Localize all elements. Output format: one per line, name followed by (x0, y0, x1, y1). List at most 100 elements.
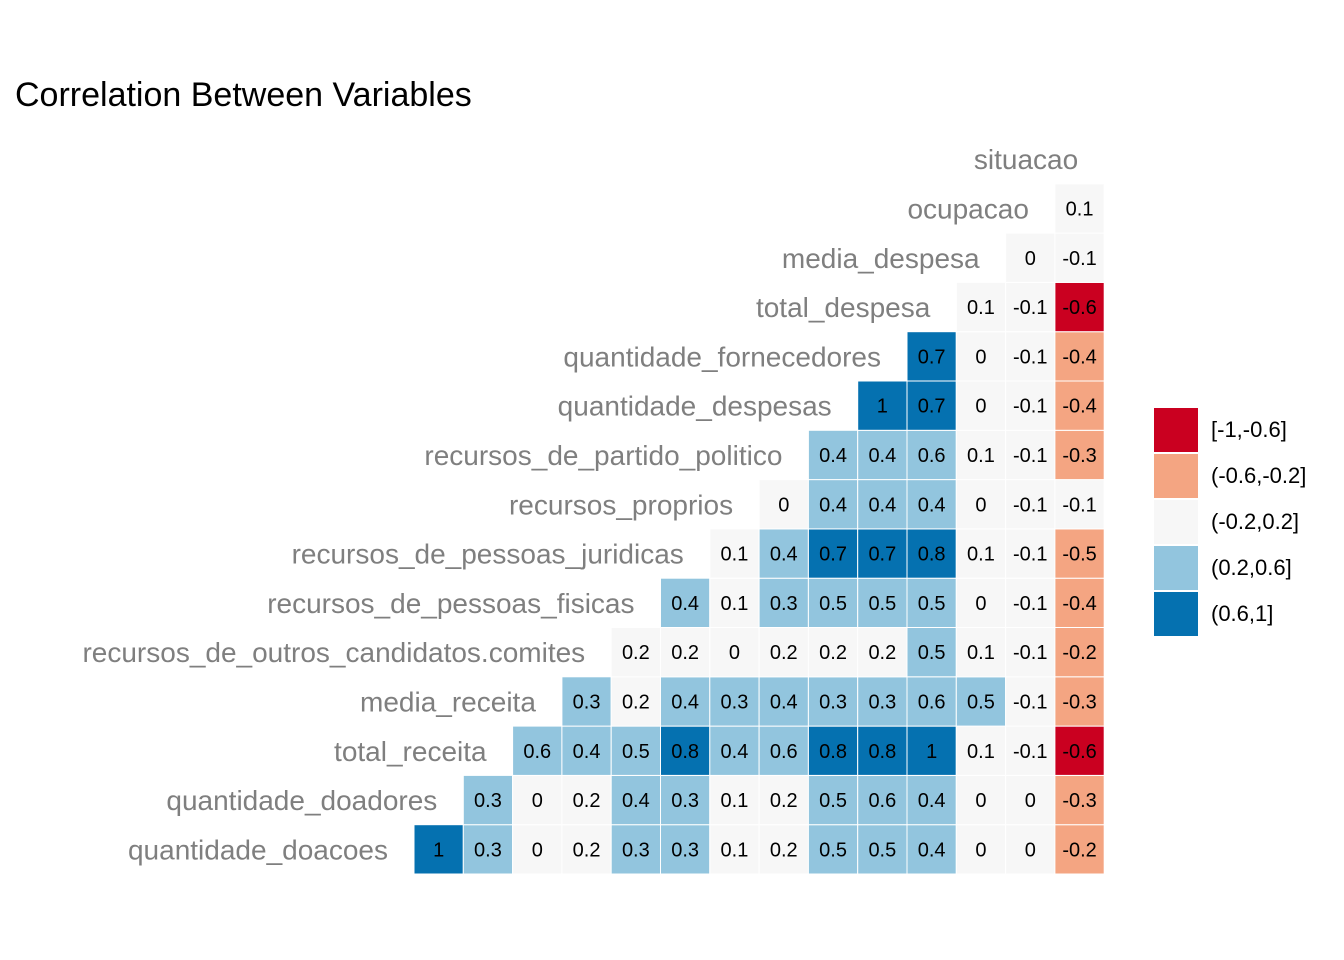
heatmap-cell (561, 774, 612, 826)
cell-value-label: 0.8 (918, 544, 946, 566)
cell-value-label: 0 (532, 839, 543, 861)
heatmap-cell (906, 577, 957, 629)
cell-value-label: 0.5 (918, 642, 946, 664)
heatmap-cell (857, 725, 908, 776)
cell-value-label: 0.4 (671, 691, 699, 713)
legend-label: (-0.6,-0.2] (1211, 463, 1307, 488)
cell-value-label: 0.3 (721, 691, 749, 713)
heatmap-cell (1054, 725, 1105, 776)
cell-value-label: 0 (1025, 839, 1036, 861)
heatmap-cell (1054, 577, 1105, 629)
heatmap-cell (807, 429, 859, 481)
heatmap-cell (1054, 627, 1105, 678)
heatmap-cell (660, 725, 711, 776)
cell-value-label: -0.1 (1013, 544, 1047, 566)
cell-value-label: 0.2 (819, 642, 847, 664)
heatmap-cell (610, 824, 662, 875)
cell-value-label: 0.4 (573, 741, 601, 763)
heatmap-cell (1005, 232, 1056, 283)
cell-value-label: 0.1 (967, 445, 995, 467)
cell-value-label: -0.1 (1013, 642, 1047, 664)
legend-swatch (1153, 591, 1199, 637)
heatmap-cell (512, 824, 563, 875)
cell-value-label: -0.2 (1062, 642, 1096, 664)
heatmap-cell (561, 824, 612, 875)
cell-value-label: 0.5 (819, 790, 847, 812)
heatmap-cell (906, 824, 957, 875)
legend-item: (0.6,1] (1153, 591, 1306, 637)
cell-value-label: 0.8 (671, 741, 699, 763)
cell-value-label: 0 (975, 839, 986, 861)
cell-value-label: 0.5 (868, 593, 896, 615)
heatmap-cell (807, 774, 859, 826)
cell-value-label: 0.1 (721, 544, 749, 566)
row-label: recursos_de_pessoas_fisicas (267, 588, 634, 619)
heatmap-cell (1054, 183, 1105, 234)
heatmap-cell (1005, 824, 1056, 875)
heatmap-cell (1054, 331, 1105, 382)
heatmap-cell (758, 725, 809, 776)
heatmap-cell (955, 676, 1007, 727)
heatmap-cell (758, 627, 809, 678)
cell-value-label: 0.1 (967, 642, 995, 664)
heatmap-cell (758, 577, 809, 629)
cell-value-label: 0.5 (819, 839, 847, 861)
legend-swatch (1153, 545, 1199, 591)
cell-value-label: 0.5 (967, 691, 995, 713)
cell-value-label: -0.1 (1013, 593, 1047, 615)
cell-value-label: 0.1 (967, 297, 995, 319)
cell-value-label: 0.4 (622, 790, 650, 812)
cell-value-label: 0.3 (671, 790, 699, 812)
heatmap-cell (1005, 429, 1056, 481)
heatmap-cell (955, 479, 1007, 530)
legend-swatch (1153, 499, 1199, 545)
cell-value-label: 1 (433, 839, 444, 861)
cell-value-label: 0.5 (622, 741, 650, 763)
row-label: media_despesa (782, 243, 980, 274)
heatmap-cell (807, 824, 859, 875)
cell-value-label: -0.2 (1062, 839, 1096, 861)
cell-value-label: 0.2 (622, 691, 650, 713)
heatmap-cell (709, 676, 760, 727)
cell-value-label: -0.6 (1062, 741, 1096, 763)
cell-value-label: 0.1 (1066, 198, 1094, 220)
cell-value-label: 0.3 (622, 839, 650, 861)
legend-item: (0.2,0.6] (1153, 545, 1306, 591)
row-label: total_receita (334, 736, 487, 767)
cell-value-label: 0 (975, 494, 986, 516)
row-label: media_receita (360, 686, 536, 717)
cell-value-label: 0.7 (918, 396, 946, 418)
cell-value-label: 0.6 (523, 741, 551, 763)
heatmap-cell (955, 725, 1007, 776)
row-label: quantidade_despesas (558, 391, 832, 422)
cell-value-label: 0.2 (573, 839, 601, 861)
cell-value-label: 0.5 (868, 839, 896, 861)
cell-value-label: 0 (975, 790, 986, 812)
heatmap-cell (1054, 676, 1105, 727)
cell-value-label: 0.2 (573, 790, 601, 812)
cell-value-label: 0.3 (819, 691, 847, 713)
row-label: situacao (974, 144, 1078, 175)
cell-value-label: -0.4 (1062, 593, 1096, 615)
heatmap-cell (1054, 281, 1105, 333)
cell-value-label: 0.4 (770, 691, 798, 713)
cell-value-label: 0.8 (868, 741, 896, 763)
heatmap-cell (906, 774, 957, 826)
heatmap-cell (610, 627, 662, 678)
heatmap-cell (1054, 528, 1105, 579)
cell-value-label: -0.1 (1013, 445, 1047, 467)
heatmap-cell (857, 380, 908, 431)
heatmap-cell (807, 479, 859, 530)
cell-value-label: 0.4 (671, 593, 699, 615)
heatmap-cell (610, 774, 662, 826)
heatmap-cell (1005, 627, 1056, 678)
cell-value-label: 0.6 (918, 445, 946, 467)
chart-title: Correlation Between Variables (15, 76, 472, 114)
cell-value-label: 0.2 (770, 790, 798, 812)
cell-value-label: -0.3 (1062, 790, 1096, 812)
legend-item: [-1,-0.6] (1153, 407, 1306, 453)
cell-value-label: 0.4 (868, 494, 896, 516)
heatmap-cell (660, 577, 711, 629)
